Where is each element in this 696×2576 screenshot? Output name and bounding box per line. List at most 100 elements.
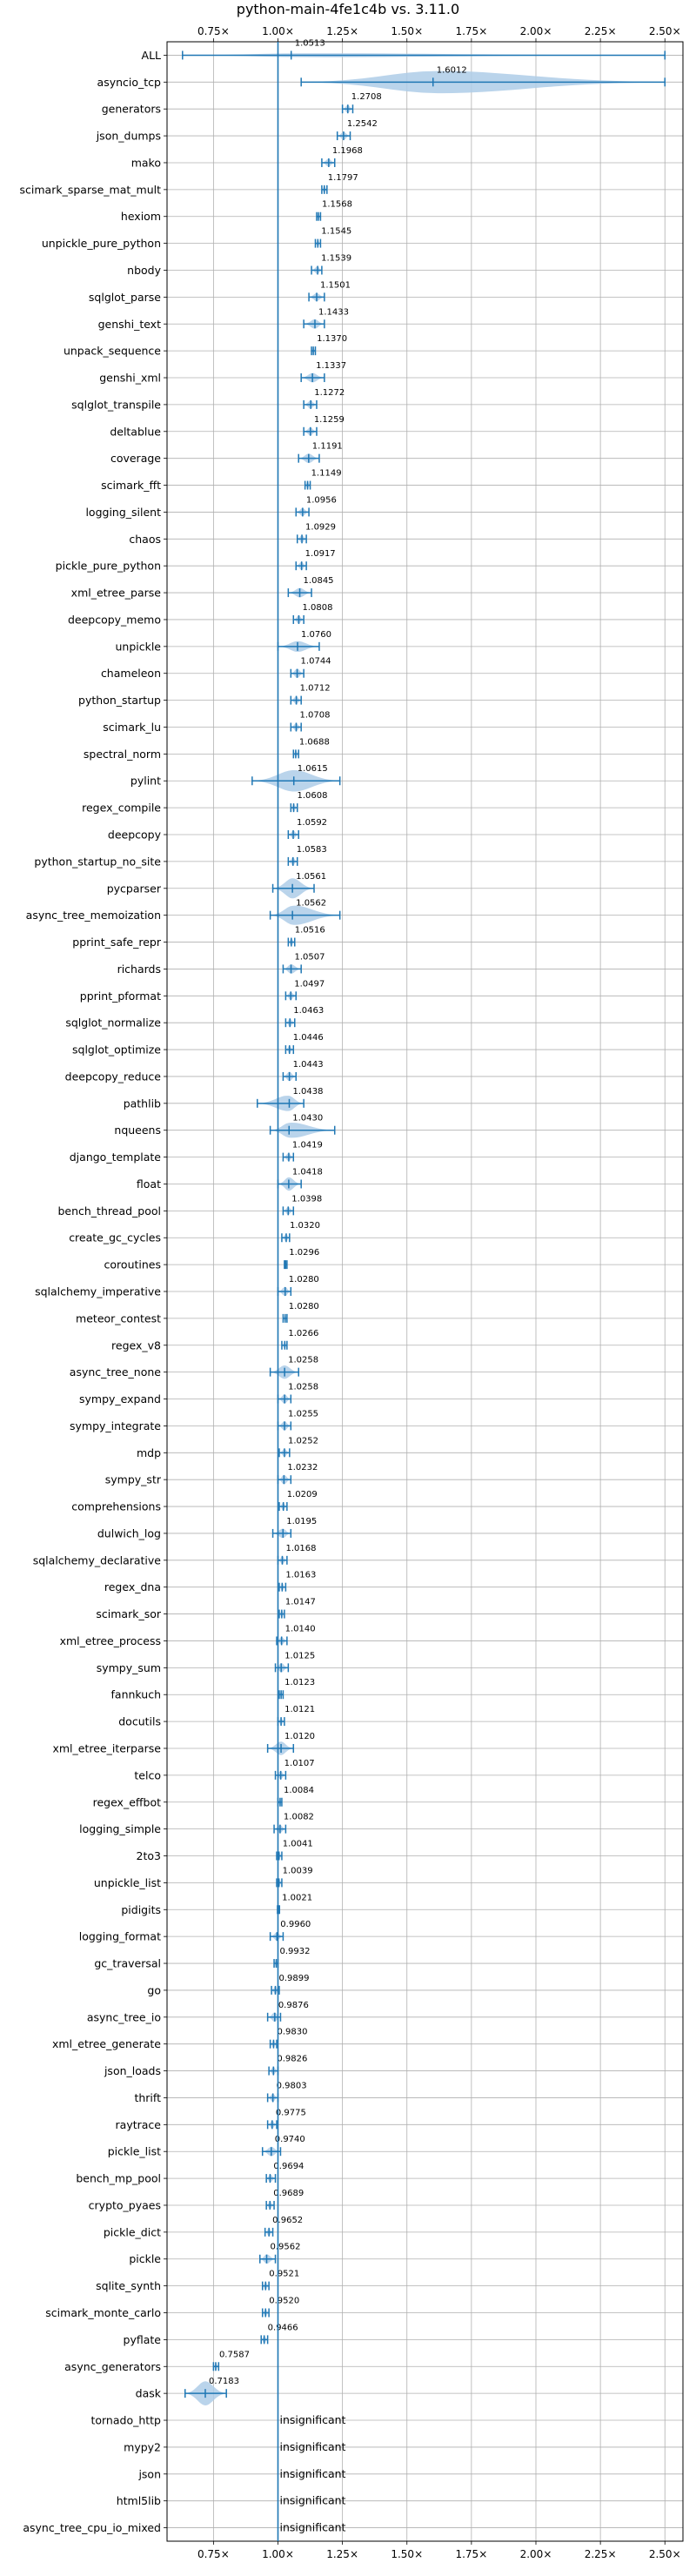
category-label: html5lib	[117, 2494, 161, 2507]
x-tick-label-bottom: 1.75×	[455, 2548, 487, 2560]
category-label: django_template	[70, 1150, 162, 1164]
category-label: tornado_http	[90, 2414, 161, 2427]
value-label: 1.1191	[312, 442, 343, 452]
category-label: sqlglot_transpile	[71, 398, 161, 411]
category-label: sympy_integrate	[70, 1419, 161, 1432]
value-label: 1.0562	[296, 899, 326, 909]
value-label: 0.9521	[269, 2270, 299, 2279]
x-tick-label-bottom: 2.25×	[585, 2548, 617, 2560]
category-label: sqlglot_optimize	[72, 1043, 161, 1057]
x-tick-label-top: 1.75×	[455, 25, 487, 37]
value-label: 0.9562	[271, 2243, 301, 2252]
value-label: 1.0463	[293, 1006, 324, 1016]
insignificant-label: insignificant	[279, 2521, 345, 2534]
category-label: nbody	[127, 264, 161, 277]
value-label: 0.9740	[275, 2135, 305, 2144]
value-label: 1.0808	[302, 603, 332, 613]
value-label: 0.9803	[277, 2081, 307, 2090]
insignificant-label: insignificant	[279, 2413, 345, 2426]
x-tick-label-top: 1.50×	[391, 25, 423, 37]
x-tick-label-top: 1.00×	[262, 25, 294, 37]
category-label: go	[147, 1983, 161, 1996]
category-label: genshi_xml	[99, 372, 161, 385]
value-label: 1.0280	[289, 1275, 319, 1285]
value-label: 1.0232	[287, 1463, 318, 1472]
category-label: richards	[117, 963, 161, 976]
category-label: json_dumps	[96, 130, 161, 143]
value-label: 1.0744	[301, 657, 331, 667]
category-label: pickle_list	[108, 2145, 161, 2158]
value-label: 1.1797	[328, 173, 358, 183]
value-label: 1.2542	[347, 119, 378, 129]
value-label: 1.1337	[316, 361, 346, 371]
value-label: 1.1545	[321, 227, 351, 237]
value-label: 1.0123	[284, 1678, 315, 1687]
category-label: comprehensions	[71, 1500, 161, 1513]
category-label: scimark_sor	[96, 1607, 161, 1620]
category-label: json_loads	[104, 2064, 161, 2077]
value-label: 1.0021	[282, 1893, 312, 1902]
category-label: xml_etree_generate	[52, 2037, 161, 2050]
category-label: logging_format	[79, 1930, 161, 1943]
category-label: async_tree_io	[87, 2010, 161, 2023]
value-label: 1.0082	[284, 1813, 314, 1822]
category-label: mako	[131, 156, 161, 169]
value-label: 1.0513	[295, 38, 325, 48]
x-tick-label-bottom: 1.50×	[391, 2548, 423, 2560]
value-label: 1.0107	[284, 1759, 315, 1768]
category-label: genshi_text	[98, 318, 161, 331]
value-label: 1.0121	[284, 1705, 315, 1714]
value-label: 1.1370	[317, 334, 347, 344]
category-label: regex_dna	[104, 1580, 161, 1593]
category-label: async_tree_none	[70, 1365, 162, 1379]
value-label: 1.0418	[292, 1167, 323, 1177]
x-tick-label-top: 1.25×	[326, 25, 358, 37]
value-label: 0.9899	[279, 1974, 310, 1983]
category-label: python_startup	[78, 694, 161, 707]
category-label: gc_traversal	[94, 1957, 161, 1970]
value-label: 0.9466	[268, 2323, 298, 2332]
category-label: pprint_safe_repr	[72, 936, 162, 949]
category-label: sqlglot_normalize	[65, 1016, 161, 1030]
x-tick-label-bottom: 1.25×	[326, 2548, 358, 2560]
value-label: 0.9876	[278, 2001, 309, 2010]
value-label: 1.0084	[284, 1786, 314, 1795]
value-label: 1.0195	[286, 1517, 317, 1526]
category-label: fannkuch	[111, 1688, 161, 1701]
category-label: create_gc_cycles	[69, 1231, 161, 1244]
category-label: pickle_pure_python	[56, 560, 161, 573]
value-label: 1.0125	[284, 1651, 315, 1660]
category-label: generators	[102, 103, 161, 116]
category-label: async_generators	[64, 2360, 161, 2373]
value-label: 1.0608	[298, 791, 328, 801]
value-label: 1.1272	[314, 388, 345, 398]
x-tick-label-bottom: 1.00×	[262, 2548, 294, 2560]
category-label: xml_etree_process	[60, 1634, 161, 1647]
category-label: 2to3	[137, 1849, 161, 1862]
chart-title: python-main-4fe1c4b vs. 3.11.0	[236, 1, 460, 17]
value-label: 1.1501	[320, 280, 351, 290]
category-label: sqlalchemy_imperative	[35, 1285, 161, 1298]
category-label: crypto_pyaes	[89, 2198, 161, 2211]
value-label: 1.0592	[297, 818, 327, 828]
value-label: 1.0266	[288, 1329, 318, 1338]
category-label: pickle_dict	[104, 2225, 161, 2238]
value-label: 1.6012	[437, 65, 467, 75]
value-label: 0.7587	[219, 2350, 250, 2359]
category-label: chameleon	[101, 667, 161, 680]
value-label: 1.1149	[311, 469, 342, 479]
category-label: python_startup_no_site	[34, 855, 161, 868]
category-label: pycparser	[107, 882, 162, 895]
category-label: pyflate	[124, 2333, 162, 2346]
category-label: regex_compile	[82, 802, 161, 815]
category-label: unpack_sequence	[64, 345, 161, 358]
category-label: unpickle	[115, 640, 161, 653]
value-label: 1.0168	[285, 1544, 316, 1553]
category-label: mdp	[137, 1446, 161, 1459]
value-label: 1.0120	[284, 1732, 315, 1741]
value-label: 1.0255	[288, 1409, 318, 1419]
category-label: spectral_norm	[84, 748, 161, 761]
category-label: async_tree_cpu_io_mixed	[23, 2521, 161, 2534]
value-label: 0.9694	[273, 2162, 304, 2171]
